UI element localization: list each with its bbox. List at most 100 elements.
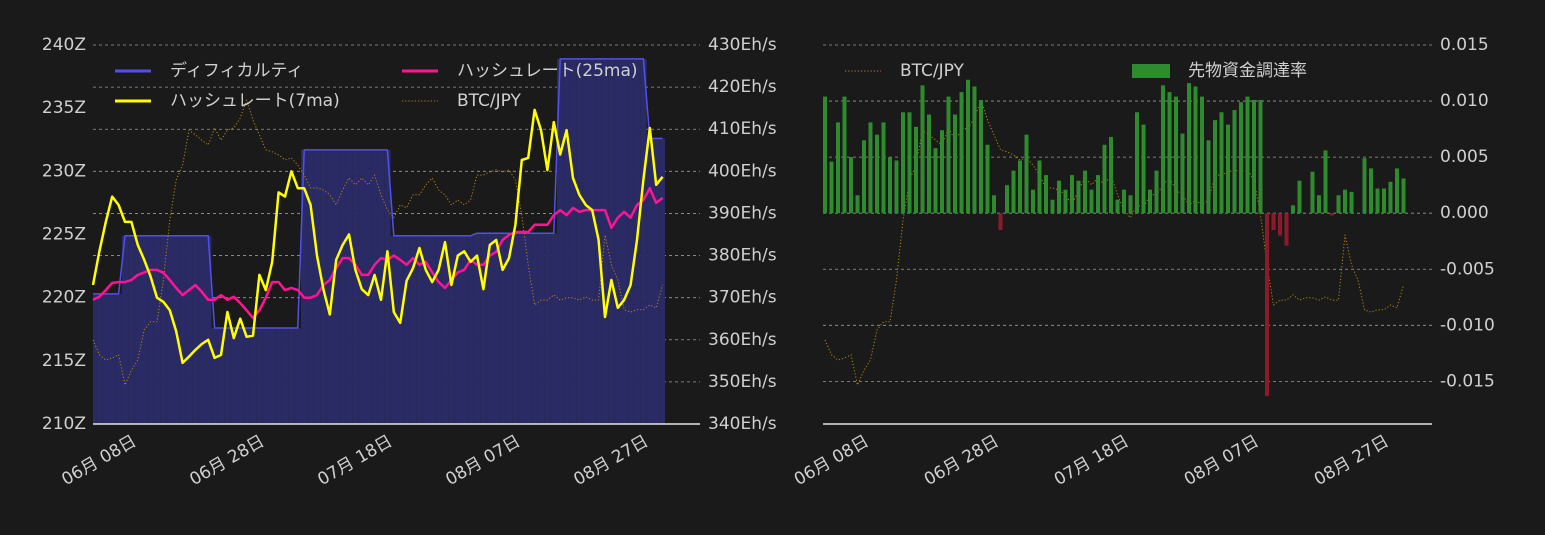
- area-segment: [121, 235, 129, 424]
- area-segment: [653, 138, 660, 424]
- bar: [927, 114, 931, 214]
- bar: [998, 213, 1003, 231]
- bar: [1258, 99, 1263, 214]
- legend-swatch: [1132, 64, 1170, 78]
- area-segment: [576, 58, 583, 424]
- y-tick-label: 0.015: [1440, 35, 1489, 55]
- bar: [1024, 134, 1029, 214]
- bar: [842, 96, 847, 214]
- bar: [1135, 112, 1139, 214]
- area-segment: [512, 233, 519, 424]
- area-segment: [390, 235, 397, 424]
- y2-tick-label: 410Eh/s: [708, 119, 777, 139]
- bar: [1148, 189, 1152, 214]
- bar: [946, 96, 951, 214]
- area-segment: [313, 149, 321, 424]
- area-segment: [230, 327, 237, 424]
- bar: [907, 112, 912, 214]
- bar: [1219, 112, 1224, 214]
- legend-label: BTC/JPY: [900, 61, 965, 81]
- area-segment: [224, 327, 231, 424]
- bar: [985, 144, 990, 214]
- bar: [1161, 85, 1165, 214]
- bar: [1102, 144, 1107, 214]
- y2-tick-label: 350Eh/s: [708, 372, 777, 392]
- area-segment: [275, 327, 282, 424]
- area-segment: [243, 327, 250, 424]
- bar: [1005, 185, 1009, 214]
- legend-label: ディフィカルティ: [170, 60, 303, 81]
- area-segment: [294, 327, 301, 424]
- area-segment: [153, 235, 161, 424]
- bar: [881, 122, 886, 214]
- area-segment: [217, 327, 225, 424]
- bar: [1031, 189, 1035, 214]
- bar: [1057, 180, 1061, 214]
- area-segment: [646, 138, 653, 424]
- area-segment: [441, 235, 449, 424]
- bar: [1330, 213, 1334, 216]
- bar: [1167, 92, 1172, 214]
- y-tick-label: -0.010: [1440, 315, 1495, 335]
- area-segment: [128, 235, 135, 424]
- area-segment: [429, 235, 436, 424]
- area-segment: [403, 235, 410, 424]
- bar: [1063, 189, 1068, 214]
- area-segment: [249, 327, 257, 424]
- area-segment: [640, 58, 647, 424]
- area-segment: [550, 233, 557, 424]
- bar: [1011, 170, 1016, 214]
- area-segment: [486, 233, 493, 424]
- area-segment: [192, 235, 199, 424]
- series-line: [92, 186, 664, 320]
- area-segment: [333, 149, 340, 424]
- bar: [855, 195, 860, 214]
- series-line: [92, 99, 664, 386]
- y2-tick-label: 340Eh/s: [708, 414, 777, 434]
- area-segment: [160, 235, 167, 424]
- area-segment: [448, 235, 455, 424]
- bar: [1297, 180, 1302, 214]
- bar: [1278, 213, 1282, 236]
- area-segment: [601, 58, 609, 424]
- area-segment: [397, 235, 404, 424]
- y-tick-label: -0.015: [1440, 371, 1495, 391]
- y-tick-label: 215Z: [42, 351, 86, 371]
- area-segment: [563, 58, 570, 424]
- bar: [1252, 99, 1256, 214]
- series-line: [824, 99, 1404, 386]
- legend-label: ハッシュレート(25ma): [457, 61, 638, 81]
- bar: [1154, 170, 1159, 214]
- area-segment: [569, 58, 577, 424]
- y2-tick-label: 420Eh/s: [708, 77, 777, 97]
- y-tick-label: 0.000: [1440, 203, 1489, 223]
- y-tick-label: 0.005: [1440, 147, 1489, 167]
- area-segment: [608, 58, 615, 424]
- bar: [1369, 168, 1373, 214]
- bar: [1044, 175, 1048, 214]
- bar: [1018, 160, 1022, 214]
- bar: [1180, 133, 1185, 214]
- bar: [1200, 96, 1204, 214]
- bar: [1037, 160, 1042, 214]
- legend-label: ハッシュレート(7ma): [170, 91, 340, 111]
- area-segment: [109, 293, 116, 424]
- area-segment: [621, 58, 628, 424]
- area-segment: [147, 235, 154, 424]
- bar: [1349, 191, 1354, 214]
- area-segment: [435, 235, 442, 424]
- bar: [1336, 195, 1341, 214]
- area-segment: [384, 149, 391, 424]
- bar: [1193, 86, 1198, 214]
- bar: [1070, 175, 1074, 214]
- area-segment: [281, 327, 289, 424]
- bar: [894, 160, 899, 214]
- area-segment: [96, 293, 103, 424]
- area-segment: [627, 58, 634, 424]
- area-segment: [307, 149, 314, 424]
- bar: [1245, 96, 1250, 214]
- area-segment: [198, 235, 205, 424]
- area-outline: [93, 58, 663, 329]
